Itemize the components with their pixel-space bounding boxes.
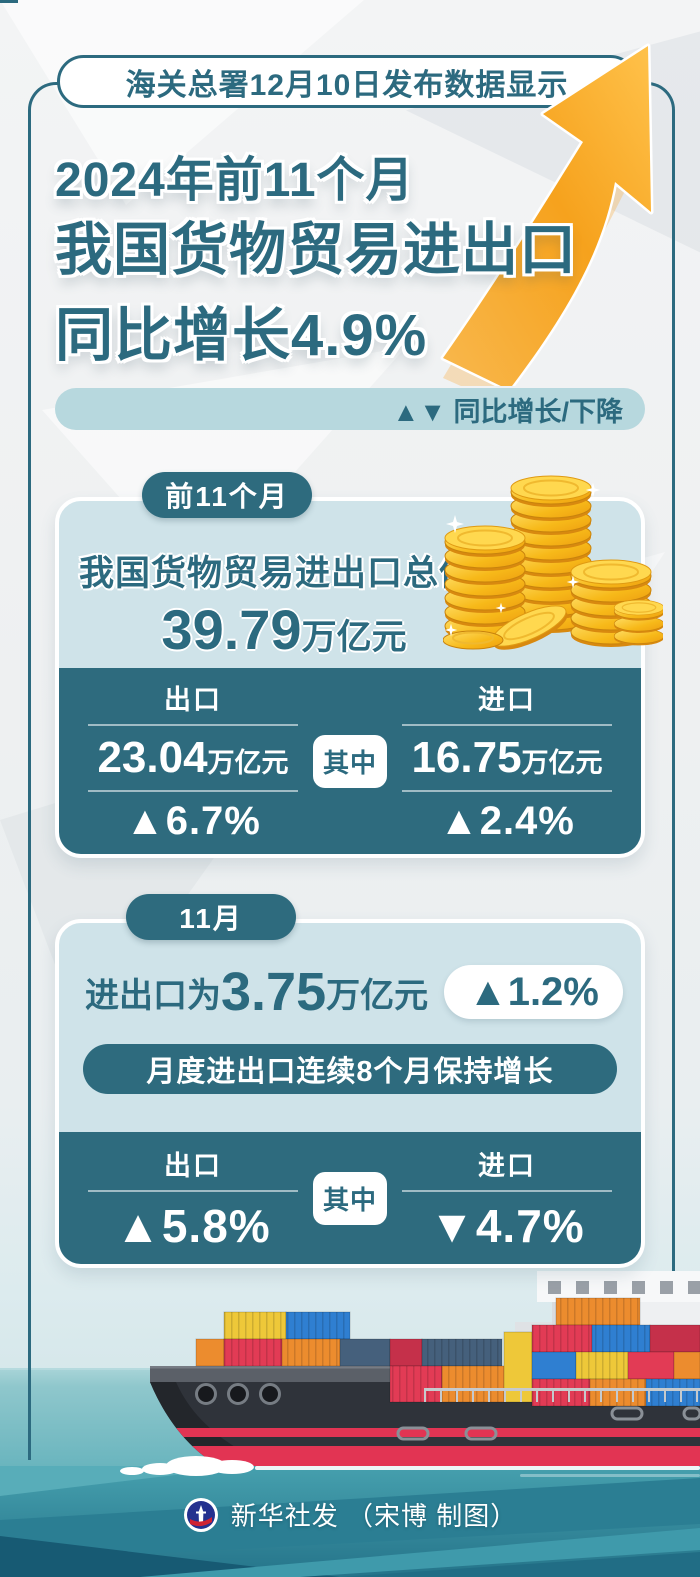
cargo-ship-illustration bbox=[150, 1271, 700, 1477]
main-title-line3: 同比增长4.9% bbox=[55, 288, 655, 372]
main-title-line1-text: 2024年前11个月 bbox=[55, 154, 415, 207]
flat-coin bbox=[443, 630, 504, 650]
growth-arrow-icon bbox=[440, 43, 654, 386]
card1-import-number: 16.75 bbox=[411, 733, 522, 782]
card1-export-value: 23.04万亿元 bbox=[73, 733, 313, 783]
divider-line bbox=[87, 790, 298, 792]
ship-railing bbox=[424, 1388, 700, 1402]
card-first-11-months: 我国货物贸易进出口总值 39.79万亿元 出口 23.04万亿元 ▲6.7% 其… bbox=[55, 497, 645, 858]
card2-import-change: ▼4.7% bbox=[429, 1199, 585, 1252]
card1-export-unit: 万亿元 bbox=[207, 748, 289, 778]
card1-badge-text: 前11个月 bbox=[165, 481, 289, 512]
card2-streak-banner: 月度进出口连续8个月保持增长 bbox=[83, 1044, 617, 1094]
gold-coins-illustration bbox=[443, 475, 663, 650]
main-title-line3-text: 同比增长4.9% bbox=[55, 303, 428, 368]
coin-stack-small bbox=[613, 599, 663, 646]
card-november: 进出口为 3.75 万亿元 ▲1.2% 月度进出口连续8个月保持增长 出口 ▲5.8… bbox=[55, 919, 645, 1268]
card1-total-value: 39.79万亿元 bbox=[59, 597, 509, 662]
card1-export-label: 出口 bbox=[163, 685, 222, 715]
ocean-foreground bbox=[0, 1456, 700, 1577]
card2-streak-text: 月度进出口连续8个月保持增长 bbox=[146, 1056, 554, 1088]
legend-text: ▲▼ 同比增长/下降 bbox=[392, 396, 623, 427]
divider-line bbox=[401, 724, 612, 726]
card2-value-number: 3.75 bbox=[221, 962, 327, 1022]
main-title-line1: 2024年前11个月 bbox=[55, 140, 655, 210]
bow-foam bbox=[120, 1456, 700, 1477]
card2-import-column: 进口 ▼4.7% bbox=[387, 1144, 627, 1253]
card2-split-pill: 其中 bbox=[312, 1171, 387, 1225]
card2-badge: 11月 bbox=[126, 894, 296, 940]
card1-stats-panel: 出口 23.04万亿元 ▲6.7% 其中 进口 16.75万亿元 ▲2.4% bbox=[59, 668, 641, 854]
card2-export-change: ▲5.8% bbox=[115, 1199, 271, 1252]
card2-badge-text: 11月 bbox=[179, 903, 243, 934]
main-title-line2-text: 我国货物贸易进出口 bbox=[55, 218, 577, 282]
footer-credit: 新华社发 （宋博 制图） bbox=[0, 1496, 700, 1533]
card1-import-value: 16.75万亿元 bbox=[387, 733, 627, 783]
card1-badge: 前11个月 bbox=[142, 472, 312, 518]
divider-line bbox=[401, 1189, 612, 1192]
card2-prefix: 进出口为 bbox=[85, 976, 221, 1015]
card2-export-label: 出口 bbox=[163, 1150, 222, 1181]
card1-split-pill: 其中 bbox=[312, 734, 387, 788]
card1-import-column: 进口 16.75万亿元 ▲2.4% bbox=[387, 678, 627, 844]
tilted-coin bbox=[491, 605, 568, 650]
divider-line bbox=[87, 724, 298, 726]
card2-value-unit: 万亿元 bbox=[326, 976, 429, 1015]
card1-value-number: 39.79 bbox=[161, 598, 302, 661]
divider-line bbox=[401, 790, 612, 792]
card1-import-label: 进口 bbox=[477, 685, 536, 715]
card1-value-unit: 万亿元 bbox=[301, 618, 407, 657]
card1-export-column: 出口 23.04万亿元 ▲6.7% bbox=[73, 678, 313, 844]
card2-value-line: 进出口为 3.75 万亿元 ▲1.2% bbox=[85, 961, 623, 1023]
main-title-line2: 我国货物贸易进出口 bbox=[55, 204, 655, 286]
divider-line bbox=[87, 1189, 298, 1192]
xinhua-logo bbox=[183, 1497, 218, 1532]
legend-bar: ▲▼ 同比增长/下降 bbox=[55, 388, 645, 430]
card2-stats-panel: 出口 ▲5.8% 其中 进口 ▼4.7% bbox=[59, 1132, 641, 1264]
card2-change-pill: ▲1.2% bbox=[444, 965, 623, 1019]
card1-import-unit: 万亿元 bbox=[521, 748, 603, 778]
card1-export-change: ▲6.7% bbox=[125, 799, 261, 843]
card1-headline: 我国货物贸易进出口总值 bbox=[79, 554, 476, 593]
card1-export-number: 23.04 bbox=[97, 733, 208, 782]
card2-import-label: 进口 bbox=[477, 1150, 536, 1181]
edge-dash-decor bbox=[0, 0, 18, 3]
card1-import-change: ▲2.4% bbox=[439, 799, 575, 843]
card2-export-column: 出口 ▲5.8% bbox=[73, 1144, 313, 1253]
footer-credit-text: 新华社发 （宋博 制图） bbox=[230, 1501, 518, 1531]
